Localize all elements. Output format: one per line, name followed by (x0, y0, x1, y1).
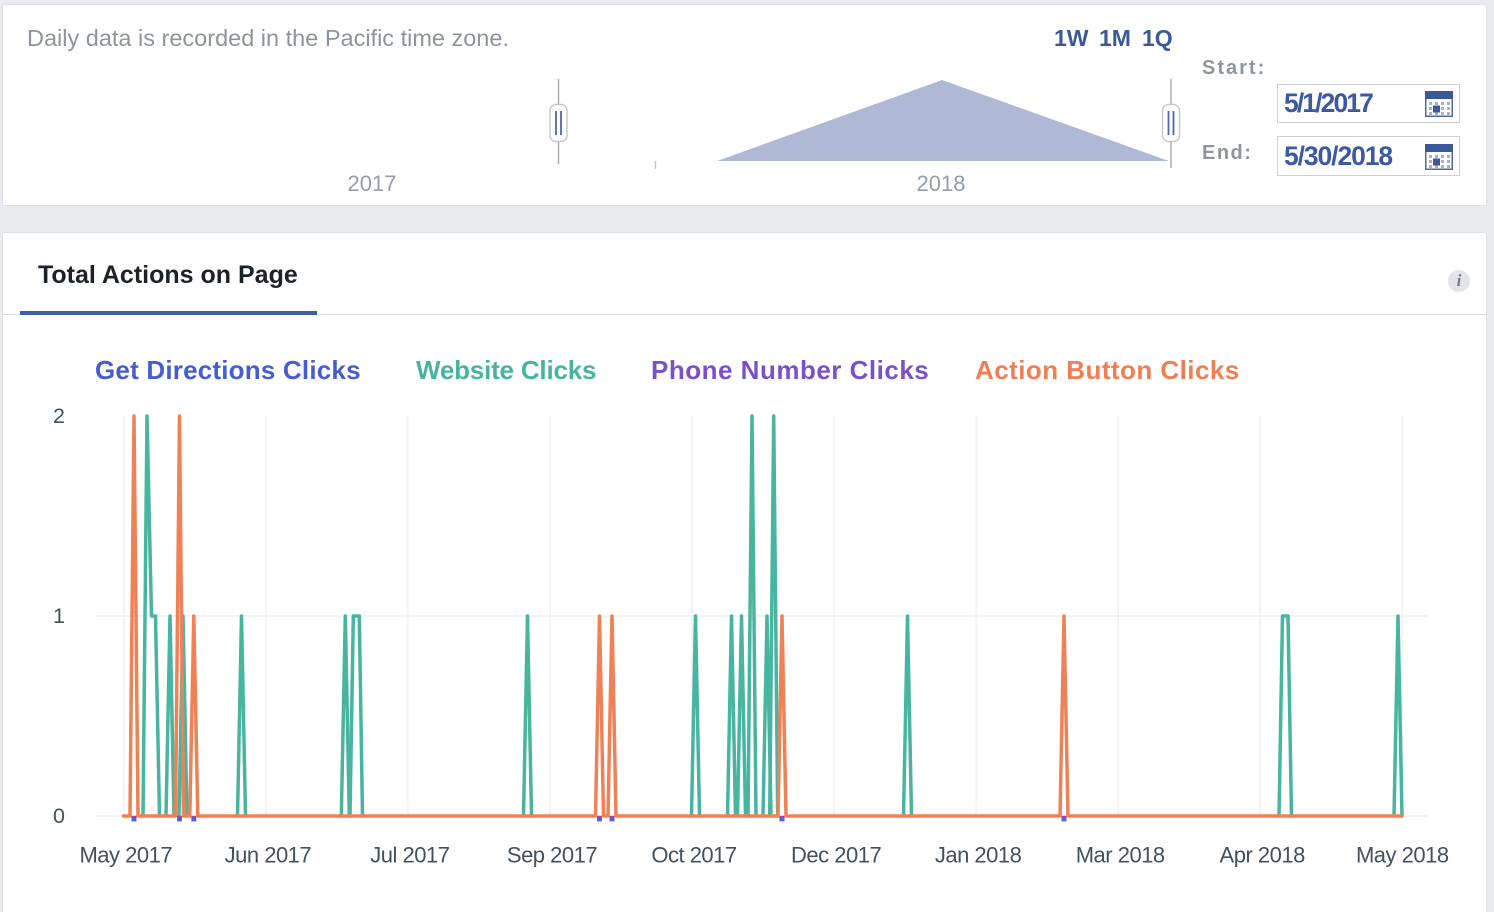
svg-text:Jan 2018: Jan 2018 (935, 843, 1022, 868)
svg-text:May 2017: May 2017 (79, 843, 172, 868)
svg-text:Sep 2017: Sep 2017 (507, 843, 597, 868)
svg-text:1: 1 (53, 604, 65, 628)
svg-text:Apr 2018: Apr 2018 (1220, 843, 1306, 868)
svg-text:May 2018: May 2018 (1356, 843, 1449, 868)
svg-text:2: 2 (53, 404, 65, 428)
svg-text:Jun 2017: Jun 2017 (225, 843, 312, 868)
svg-text:Oct 2017: Oct 2017 (651, 843, 737, 868)
svg-text:Dec 2017: Dec 2017 (791, 843, 881, 868)
svg-text:2018: 2018 (917, 171, 966, 196)
svg-text:Jul 2017: Jul 2017 (370, 843, 449, 868)
svg-text:2017: 2017 (348, 171, 397, 196)
svg-text:Mar 2018: Mar 2018 (1076, 843, 1165, 868)
svg-text:0: 0 (53, 804, 65, 828)
